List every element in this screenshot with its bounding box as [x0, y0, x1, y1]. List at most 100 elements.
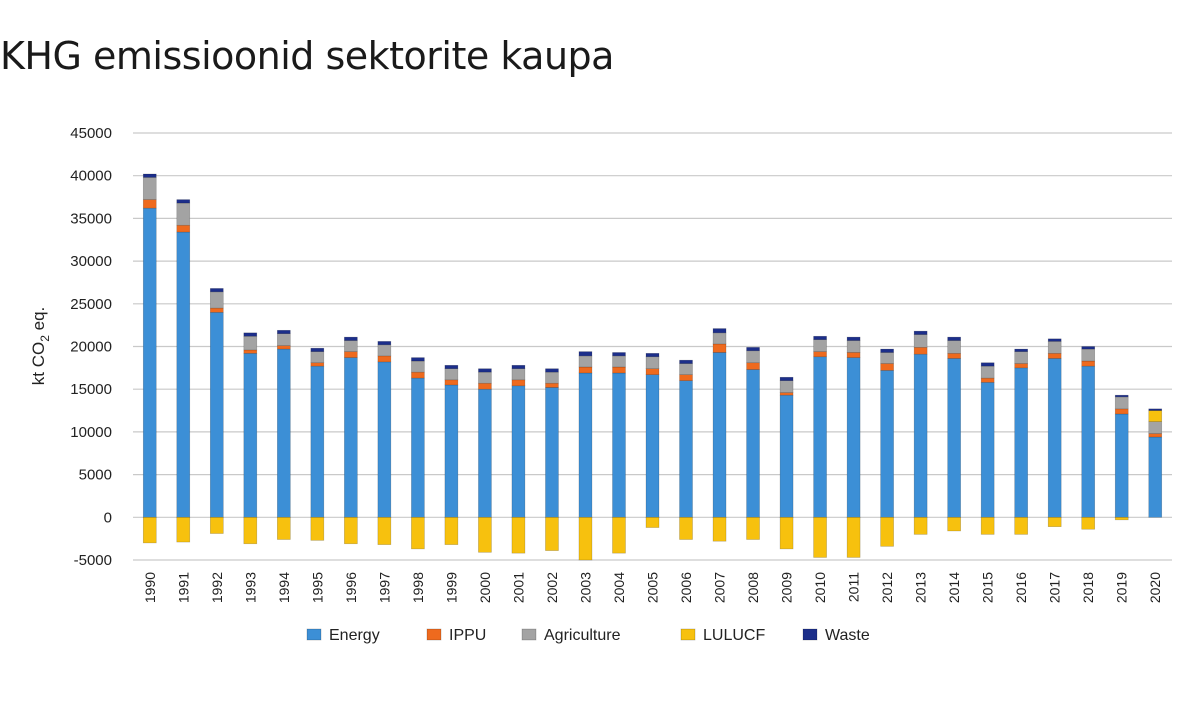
bar-energy-2017: [1047, 358, 1062, 518]
bar-lulucf-2005: [645, 516, 660, 528]
bar-ippu-2006: [679, 374, 693, 381]
bar-lulucf-1991: [176, 516, 191, 543]
bar-waste-2015: [980, 362, 995, 367]
bar-agriculture-2000: [478, 371, 492, 384]
x-tick-label: 2007: [712, 572, 728, 603]
bar-ippu-2008: [746, 362, 760, 370]
legend-label-energy: Energy: [329, 627, 380, 644]
bar-lulucf-2007: [712, 516, 727, 542]
bar-lulucf-2002: [545, 516, 559, 551]
x-tick-label: 2005: [645, 572, 661, 603]
bar-agriculture-1999: [444, 368, 459, 381]
bar-ippu-2017: [1047, 353, 1062, 359]
bar-waste-1990: [142, 173, 157, 178]
bar-lulucf-2006: [679, 516, 693, 540]
bar-energy-2015: [980, 382, 995, 518]
bar-energy-1995: [310, 365, 325, 518]
bar-ippu-2002: [545, 382, 559, 388]
page-title: KHG emissioonid sektorite kaupa: [0, 34, 614, 78]
bar-lulucf-2001: [511, 516, 526, 554]
bar-ippu-2014: [947, 353, 961, 359]
x-tick-label: 2011: [846, 572, 862, 602]
bar-energy-2009: [779, 394, 794, 518]
bar-energy-1997: [377, 361, 392, 518]
y-tick-label: 5000: [79, 467, 112, 484]
bar-energy-1990: [142, 207, 157, 518]
bar-ippu-2010: [813, 351, 827, 358]
bar-lulucf-1990: [142, 516, 157, 544]
x-tick-label: 2000: [477, 572, 493, 603]
bar-lulucf-2004: [612, 516, 626, 554]
bar-waste-2011: [846, 336, 861, 341]
legend-label-waste: Waste: [825, 627, 870, 644]
bar-waste-2014: [947, 336, 961, 341]
bar-waste-1995: [310, 347, 325, 352]
x-tick-label: 2013: [913, 572, 929, 603]
bar-agriculture-2014: [947, 340, 961, 354]
bar-energy-2010: [813, 356, 827, 518]
bar-agriculture-1995: [310, 351, 325, 364]
bar-waste-2008: [746, 347, 760, 352]
bar-agriculture-1993: [243, 335, 258, 351]
bar-agriculture-2016: [1014, 351, 1028, 364]
bar-waste-2007: [712, 328, 727, 334]
bar-ippu-2005: [645, 368, 660, 375]
bar-energy-2005: [645, 374, 660, 518]
bar-agriculture-1997: [377, 344, 392, 357]
bar-energy-2003: [578, 372, 593, 518]
y-tick-label: 35000: [70, 210, 112, 227]
bar-waste-2018: [1081, 346, 1096, 350]
bar-lulucf-1996: [344, 516, 358, 545]
bar-lulucf-1994: [277, 516, 291, 540]
bar-waste-2002: [545, 368, 559, 373]
bar-energy-2001: [511, 385, 526, 518]
bar-energy-2016: [1014, 367, 1028, 518]
x-tick-label: 2008: [745, 572, 761, 603]
bar-waste-2013: [913, 330, 928, 335]
y-tick-label: 30000: [70, 253, 112, 270]
x-tick-label: 1993: [242, 572, 258, 603]
bar-lulucf-2020: [1148, 410, 1163, 422]
bar-waste-2000: [478, 368, 492, 373]
bar-agriculture-2017: [1047, 341, 1062, 354]
legend-label-lulucf: LULUCF: [703, 627, 765, 644]
bar-ippu-2019: [1114, 408, 1129, 415]
y-tick-label: 10000: [70, 424, 112, 441]
bar-lulucf-2018: [1081, 516, 1096, 530]
bar-waste-2001: [511, 364, 526, 370]
bar-energy-2006: [679, 380, 693, 518]
bar-agriculture-1990: [142, 177, 157, 200]
bar-ippu-2011: [846, 352, 861, 358]
bar-lulucf-2008: [746, 516, 760, 540]
y-axis-label: kt CO2 eq.: [29, 307, 52, 386]
bar-ippu-1991: [176, 224, 191, 233]
x-tick-label: 2002: [544, 572, 560, 603]
bar-ippu-1995: [310, 362, 325, 367]
x-tick-label: 2004: [611, 572, 627, 603]
x-tick-label: 2001: [510, 572, 526, 603]
bar-lulucf-1992: [209, 516, 224, 534]
bar-agriculture-1992: [209, 291, 224, 309]
bar-ippu-1990: [142, 199, 157, 209]
bar-waste-1994: [277, 329, 291, 334]
bar-ippu-2003: [578, 366, 593, 374]
bar-agriculture-2004: [612, 355, 626, 368]
x-tick-label: 1999: [443, 572, 459, 603]
y-tick-label: 45000: [70, 125, 112, 142]
bar-waste-1992: [209, 288, 224, 293]
x-tick-label: 2012: [879, 572, 895, 603]
bar-waste-1991: [176, 199, 191, 204]
x-tick-label: 1996: [343, 572, 359, 603]
bar-waste-1997: [377, 341, 392, 346]
bar-ippu-2012: [880, 363, 894, 371]
bar-lulucf-2003: [578, 516, 593, 561]
bar-agriculture-2011: [846, 340, 861, 353]
x-axis-ticks: 1990 1991 1992 1993 1994 1995 1996 1997 1998 1999…: [142, 572, 1163, 603]
bar-agriculture-2019: [1114, 396, 1129, 410]
bar-energy-2018: [1081, 365, 1096, 518]
bar-ippu-2015: [980, 377, 995, 383]
legend-swatch-waste: [802, 628, 818, 641]
bar-lulucf-1995: [310, 516, 325, 541]
x-tick-label: 2010: [812, 572, 828, 603]
bar-agriculture-2009: [779, 380, 794, 393]
